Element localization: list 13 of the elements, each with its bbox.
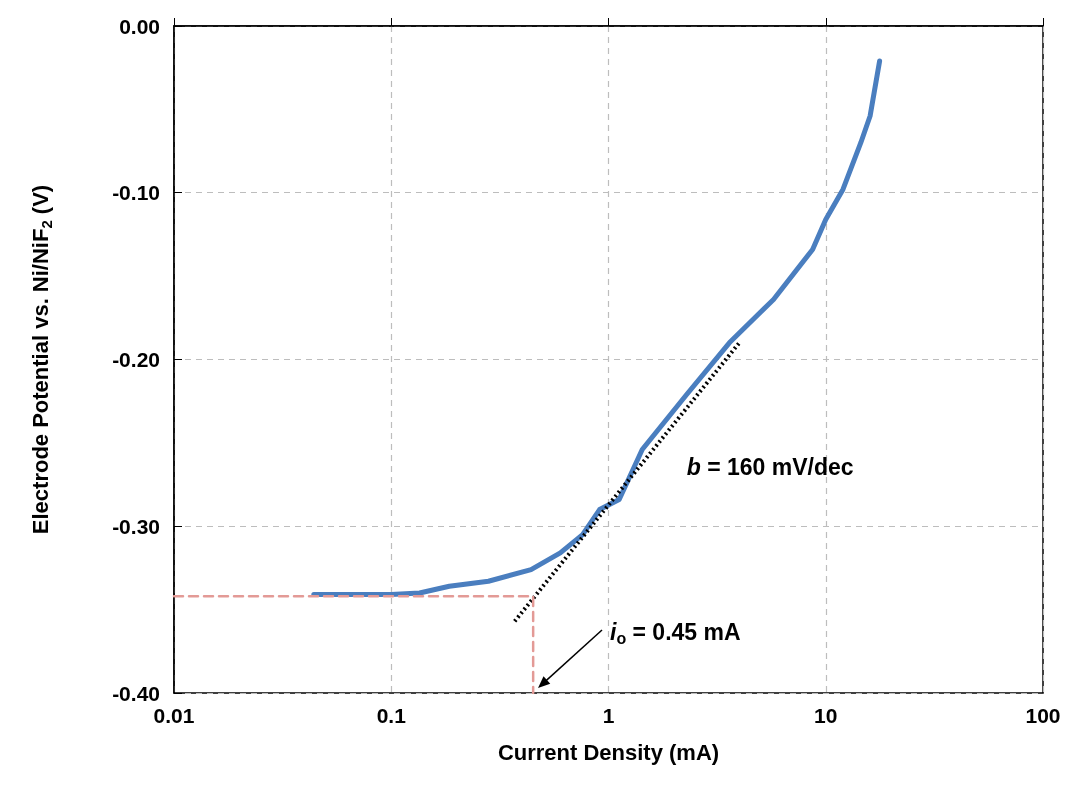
- y-tick-label: 0.00: [119, 14, 160, 38]
- y-tick-label: -0.30: [112, 514, 160, 538]
- x-tick-label: 0.1: [376, 704, 407, 727]
- y-tick-label: -0.40: [112, 681, 160, 705]
- y-tick-label: -0.20: [112, 348, 160, 371]
- annotation: b = 160 mV/dec: [686, 454, 854, 481]
- y-axis-title: Electrode Potential vs. Ni/NiF2 (V): [28, 184, 55, 535]
- y-tick-label: -0.10: [112, 181, 160, 205]
- x-axis-title: Current Density (mA): [497, 739, 720, 765]
- x-tick-label: 1: [602, 704, 615, 727]
- x-tick-label: 0.01: [153, 704, 195, 727]
- x-tick-label: 100: [1025, 704, 1061, 727]
- x-tick-label: 10: [814, 704, 838, 727]
